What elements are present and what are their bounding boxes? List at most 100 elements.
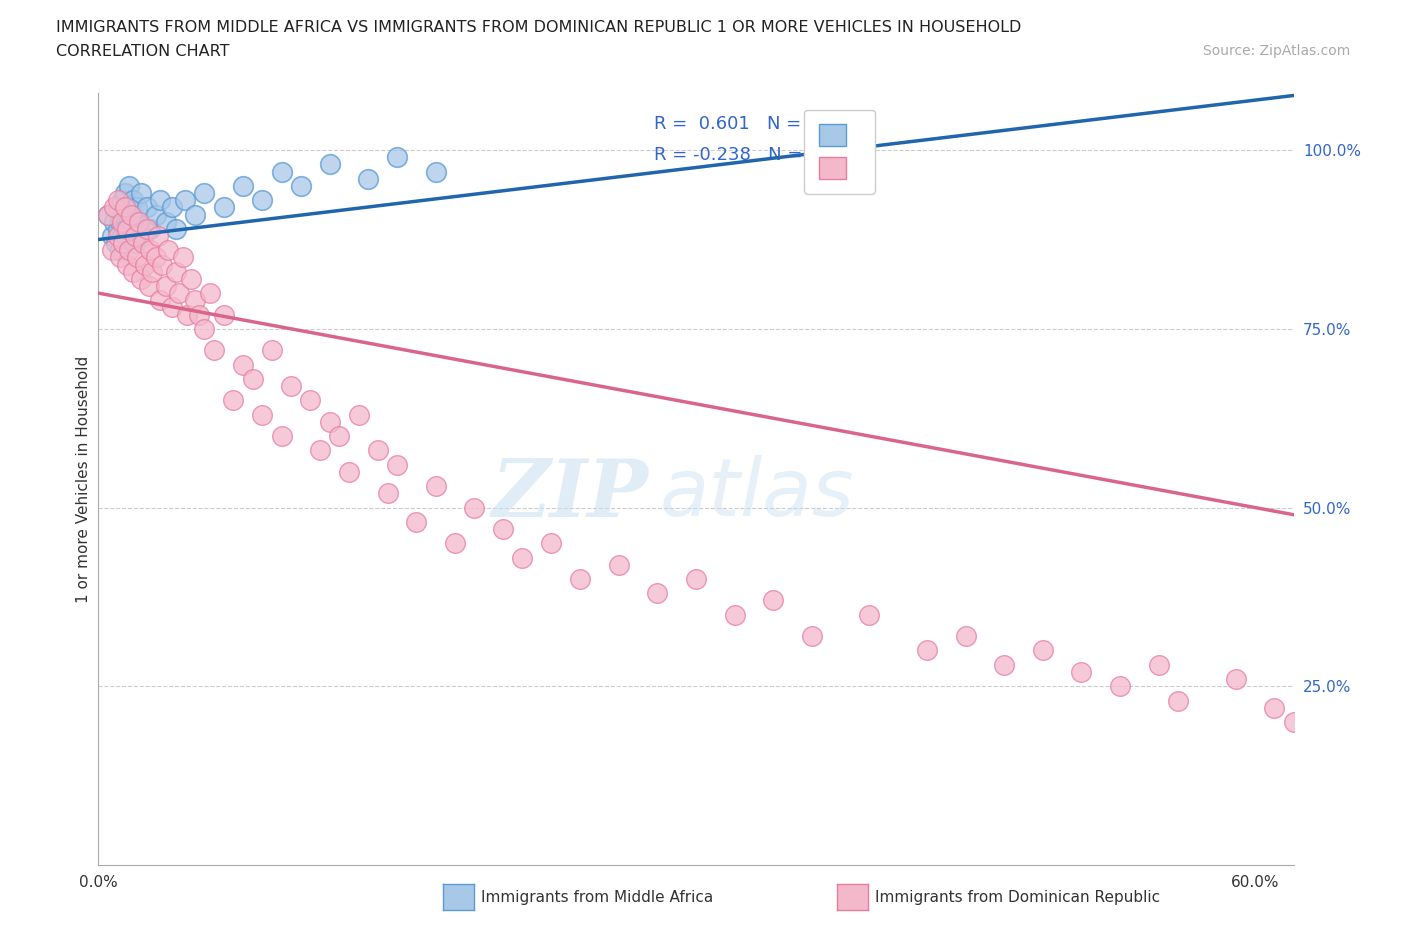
Point: [117, 229, 139, 244]
Point: [132, 229, 155, 244]
Point: [155, 279, 177, 294]
Point: [114, 186, 136, 201]
Point: [385, 150, 409, 165]
Point: [917, 643, 939, 658]
Text: Immigrants from Dominican Republic: Immigrants from Dominican Republic: [875, 890, 1160, 905]
Point: [120, 221, 142, 236]
Text: ZIP: ZIP: [491, 456, 648, 533]
Y-axis label: 1 or more Vehicles in Household: 1 or more Vehicles in Household: [76, 355, 91, 603]
Point: [762, 593, 785, 608]
Point: [309, 443, 332, 458]
Point: [252, 407, 274, 422]
Point: [155, 214, 177, 229]
Point: [150, 257, 173, 272]
Point: [200, 286, 222, 300]
Point: [107, 229, 129, 244]
Point: [444, 536, 467, 551]
Point: [104, 235, 127, 250]
Point: [222, 392, 245, 407]
Point: [280, 379, 302, 393]
Point: [124, 229, 146, 244]
Point: [232, 357, 254, 372]
Point: [110, 193, 132, 207]
Point: [377, 485, 399, 500]
Point: [212, 307, 235, 322]
Point: [569, 572, 592, 587]
Point: [174, 193, 197, 207]
Point: [607, 557, 630, 572]
Point: [122, 264, 145, 279]
Point: [242, 371, 264, 386]
Point: [212, 200, 235, 215]
Point: [347, 407, 370, 422]
Point: [319, 415, 342, 430]
Point: [149, 293, 172, 308]
Point: [114, 200, 136, 215]
Point: [117, 257, 139, 272]
Point: [132, 235, 155, 250]
Point: [180, 272, 202, 286]
Point: [139, 221, 162, 236]
Point: [129, 186, 152, 201]
Point: [319, 157, 342, 172]
Point: [685, 572, 707, 587]
Point: [176, 307, 198, 322]
Point: [122, 207, 145, 222]
Point: [141, 264, 163, 279]
Point: [149, 193, 172, 207]
Text: CORRELATION CHART: CORRELATION CHART: [56, 44, 229, 59]
Point: [139, 243, 162, 258]
Point: [117, 221, 139, 236]
Point: [107, 221, 129, 236]
Point: [165, 264, 187, 279]
Point: [385, 458, 409, 472]
Point: [647, 586, 669, 601]
Point: [184, 293, 207, 308]
Point: [107, 200, 129, 215]
Point: [405, 514, 427, 529]
Point: [125, 250, 148, 265]
Point: [193, 186, 215, 201]
Point: [160, 200, 183, 215]
Text: atlas: atlas: [661, 456, 855, 534]
Point: [135, 200, 157, 215]
Point: [232, 179, 254, 193]
Point: [107, 193, 129, 207]
Point: [425, 165, 447, 179]
Point: [1109, 679, 1132, 694]
Point: [112, 235, 135, 250]
Point: [367, 443, 389, 458]
Point: [169, 286, 191, 300]
Point: [193, 322, 215, 337]
Point: [858, 607, 880, 622]
Point: [135, 221, 157, 236]
Point: [125, 200, 148, 215]
Point: [463, 500, 485, 515]
Point: [97, 207, 120, 222]
Point: [357, 171, 380, 186]
Point: [110, 229, 132, 244]
Point: [112, 207, 135, 222]
Point: [252, 193, 274, 207]
Point: [112, 235, 135, 250]
Point: [108, 250, 131, 265]
Point: [270, 429, 292, 444]
Point: [1147, 658, 1170, 672]
Point: [202, 343, 225, 358]
Point: [118, 214, 141, 229]
Point: [122, 193, 145, 207]
Point: [125, 214, 148, 229]
Point: [184, 207, 207, 222]
Point: [1225, 671, 1247, 686]
Point: [145, 207, 167, 222]
Point: [1070, 665, 1092, 680]
Point: [101, 243, 124, 258]
Point: [955, 629, 977, 644]
Point: [128, 214, 150, 229]
Point: [101, 229, 124, 244]
Point: [114, 221, 136, 236]
Text: IMMIGRANTS FROM MIDDLE AFRICA VS IMMIGRANTS FROM DOMINICAN REPUBLIC 1 OR MORE VE: IMMIGRANTS FROM MIDDLE AFRICA VS IMMIGRA…: [56, 20, 1022, 35]
Point: [117, 200, 139, 215]
Point: [172, 250, 194, 265]
Point: [1282, 714, 1305, 729]
